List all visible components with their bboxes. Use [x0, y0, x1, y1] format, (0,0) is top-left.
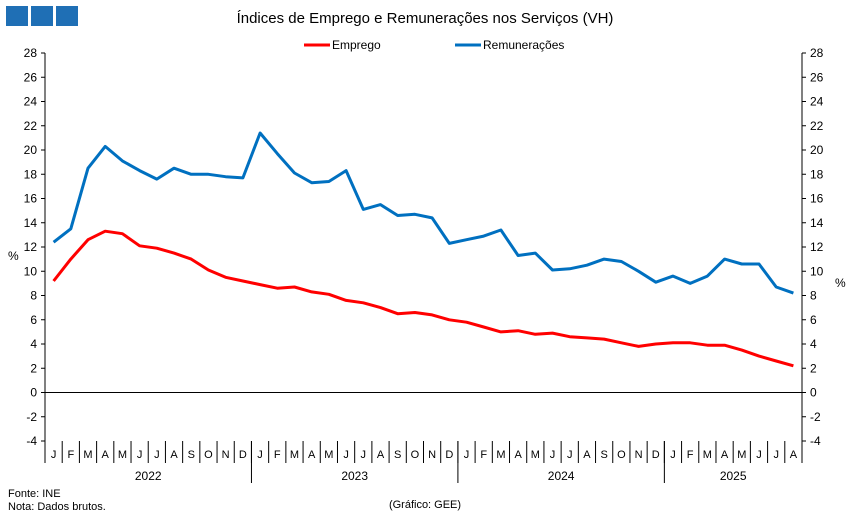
month-label: J [154, 449, 160, 461]
month-label: A [514, 449, 522, 461]
legend-label: Remunerações [483, 38, 564, 52]
right-axis-label: % [835, 276, 846, 290]
month-label: J [51, 449, 57, 461]
right-tick-label: 4 [810, 337, 817, 351]
right-tick-label: 26 [810, 70, 824, 84]
month-label: A [377, 449, 385, 461]
month-label: A [583, 449, 591, 461]
month-label: M [737, 449, 746, 461]
right-tick-label: 16 [810, 192, 824, 206]
month-label: F [480, 449, 487, 461]
left-tick-label: 20 [24, 143, 38, 157]
left-tick-label: -4 [26, 434, 37, 448]
month-label: A [308, 449, 316, 461]
left-tick-label: 2 [30, 361, 37, 375]
month-label: O [617, 449, 626, 461]
month-label: D [652, 449, 660, 461]
legend: Emprego Remunerações [304, 38, 564, 52]
left-tick-label: 22 [24, 119, 38, 133]
left-tick-label: 6 [30, 313, 37, 327]
left-tick-label: 10 [24, 264, 38, 278]
month-label: M [531, 449, 540, 461]
month-label: N [428, 449, 436, 461]
graph-credit: (Gráfico: GEE) [389, 499, 461, 511]
source-note: Fonte: INE [8, 488, 61, 500]
month-label: N [222, 449, 230, 461]
month-label: M [703, 449, 712, 461]
month-label: J [567, 449, 573, 461]
month-label: J [137, 449, 143, 461]
left-tick-label: 24 [24, 95, 38, 109]
left-tick-label: 26 [24, 70, 38, 84]
right-tick-label: -4 [810, 434, 821, 448]
month-label: J [756, 449, 762, 461]
right-tick-label: 20 [810, 143, 824, 157]
month-label: S [394, 449, 401, 461]
month-label: O [411, 449, 420, 461]
left-axis-label: % [8, 249, 19, 263]
month-label: D [239, 449, 247, 461]
month-label: M [83, 449, 92, 461]
month-label: J [670, 449, 676, 461]
month-label: S [600, 449, 607, 461]
logo [6, 6, 78, 26]
right-tick-label: 6 [810, 313, 817, 327]
month-label: J [361, 449, 367, 461]
left-tick-label: 0 [30, 386, 37, 400]
series-line-emprego [52, 229, 794, 368]
right-tick-label: 18 [810, 167, 824, 181]
month-label: M [496, 449, 505, 461]
right-tick-label: 2 [810, 361, 817, 375]
right-tick-label: 0 [810, 386, 817, 400]
right-tick-label: 8 [810, 289, 817, 303]
month-label: J [550, 449, 556, 461]
month-label: N [635, 449, 643, 461]
legend-label: Emprego [332, 38, 381, 52]
chart-title: Índices de Emprego e Remunerações nos Se… [237, 10, 614, 27]
data-note: Nota: Dados brutos. [8, 501, 106, 513]
year-label: 2023 [341, 469, 368, 483]
month-label: F [67, 449, 74, 461]
year-label: 2022 [135, 469, 162, 483]
month-label: D [445, 449, 453, 461]
left-tick-label: 16 [24, 192, 38, 206]
month-label: J [343, 449, 349, 461]
left-tick-label: 18 [24, 167, 38, 181]
month-label: A [102, 449, 110, 461]
right-tick-label: 22 [810, 119, 824, 133]
year-label: 2024 [548, 469, 575, 483]
right-tick-label: 12 [810, 240, 824, 254]
right-tick-label: 28 [810, 46, 824, 60]
month-label: A [721, 449, 729, 461]
right-tick-label: 10 [810, 264, 824, 278]
right-tick-label: -2 [810, 410, 821, 424]
month-label: J [464, 449, 470, 461]
month-label: S [188, 449, 195, 461]
month-label: O [204, 449, 213, 461]
month-label: A [790, 449, 798, 461]
left-tick-label: -2 [26, 410, 37, 424]
month-label: M [118, 449, 127, 461]
month-label: F [274, 449, 281, 461]
series-line-remunerações [52, 131, 794, 295]
month-label: A [170, 449, 178, 461]
year-label: 2025 [720, 469, 747, 483]
left-tick-label: 14 [24, 216, 38, 230]
month-label: F [687, 449, 694, 461]
month-label: M [324, 449, 333, 461]
right-tick-label: 24 [810, 95, 824, 109]
month-label: J [773, 449, 779, 461]
left-tick-label: 8 [30, 289, 37, 303]
left-tick-label: 28 [24, 46, 38, 60]
month-label: M [290, 449, 299, 461]
right-tick-label: 14 [810, 216, 824, 230]
left-tick-label: 12 [24, 240, 38, 254]
left-tick-label: 4 [30, 337, 37, 351]
month-label: J [257, 449, 263, 461]
